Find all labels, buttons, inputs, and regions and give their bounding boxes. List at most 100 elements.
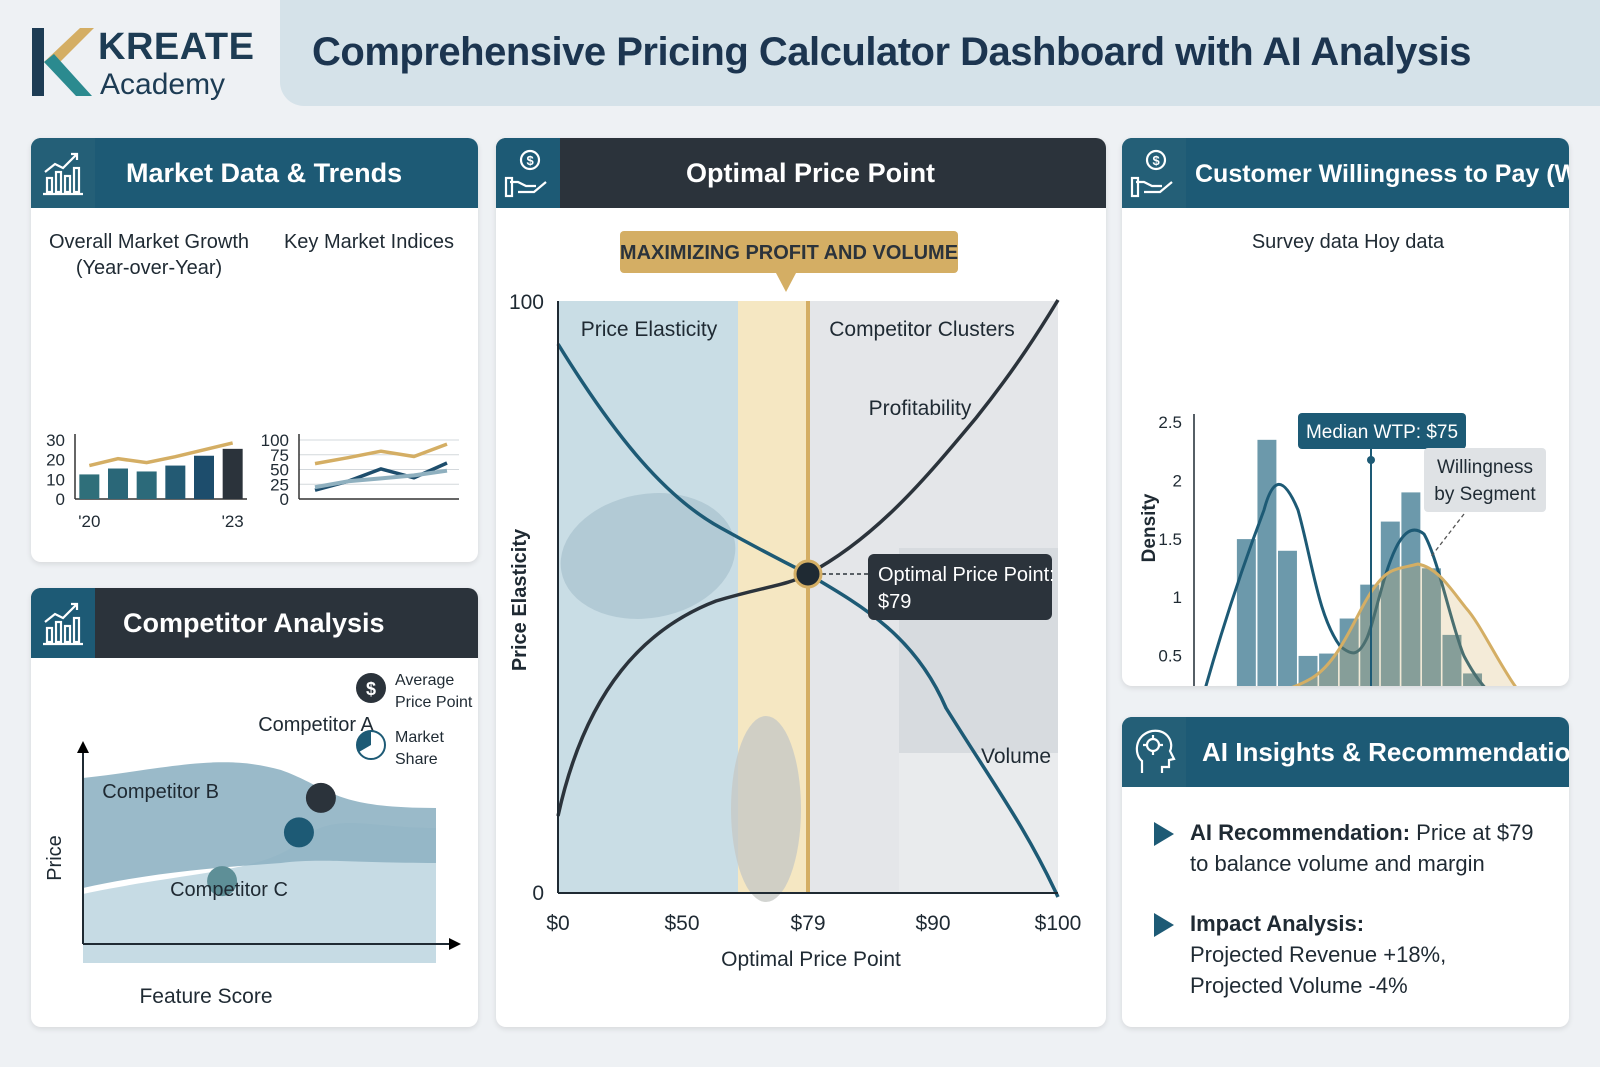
wtp-bar (1277, 550, 1298, 686)
k-logo-icon (32, 28, 94, 96)
growth-bar (222, 448, 243, 499)
indices-series-line (314, 468, 448, 490)
impact-analysis-label: Impact Analysis: (1190, 911, 1365, 936)
impact-analysis: Impact Analysis: Projected Revenue +18%,… (1190, 908, 1550, 1001)
wtp-card-title: Customer Willingness to Pay (WTP) (1195, 160, 1569, 188)
svg-text:$: $ (527, 153, 535, 168)
competitor-label: Competitor C (170, 879, 288, 901)
callout-label: Optimal Price Point: (878, 564, 1055, 586)
bar-chart-icon (43, 602, 83, 646)
optimal-card-title: Optimal Price Point (686, 158, 936, 188)
callout-box (868, 554, 1052, 620)
indices-chart-title: Key Market Indices (284, 231, 454, 253)
growth-x-tick: '20 (78, 512, 100, 531)
brand-sub: Academy (100, 68, 226, 101)
wtp-bimodal-curve (1204, 483, 1486, 686)
growth-bar (165, 465, 186, 499)
banner-pointer (776, 273, 796, 292)
impact-line-revenue: Projected Revenue +18%, (1190, 942, 1447, 967)
legend-label: Market (395, 729, 444, 746)
growth-y-tick: 30 (46, 431, 65, 450)
competitor-point (283, 817, 314, 848)
indices-y-tick: 25 (270, 475, 289, 494)
segment-label: by Segment (1434, 484, 1536, 505)
ai-insights-card: AI Insights & Recommendations AI Recomme… (1122, 717, 1569, 1027)
wtp-bar (1256, 439, 1277, 686)
competitor-x-label: Feature Score (139, 985, 272, 1008)
growth-y-tick: 10 (46, 470, 65, 489)
competitor-point (305, 782, 336, 813)
banner-box (620, 231, 958, 273)
ai-card-header: AI Insights & Recommendations (1122, 717, 1569, 787)
wtp-card: $ Customer Willingness to Pay (WTP) Surv… (1122, 138, 1569, 686)
legend-label: Share (395, 751, 438, 768)
growth-y-tick: 20 (46, 451, 65, 470)
header-band (280, 0, 1600, 106)
competitor-card-title: Competitor Analysis (123, 608, 385, 638)
optimal-card-header: $ Optimal Price Point (496, 138, 1106, 208)
segment-label: Willingness (1437, 457, 1533, 478)
competitor-card: Competitor Analysis Feature Score Price Co… (31, 588, 478, 1027)
profitability-label: Profitability (869, 397, 972, 420)
banner-text: MAXIMIZING PROFIT AND VOLUME (620, 242, 958, 264)
competitor-label: Competitor A (258, 714, 374, 736)
wtp-y-tick: 0.5 (1158, 647, 1182, 666)
growth-trend-line (88, 441, 234, 468)
brand-logo: KREATE Academy (30, 22, 270, 102)
optimal-x-tick: $0 (546, 912, 569, 935)
bar-chart-icon (43, 152, 83, 196)
wtp-y-tick: 1.5 (1158, 530, 1182, 549)
brand-name: KREATE (98, 26, 255, 68)
wtp-bar (1441, 634, 1463, 686)
segment-label-box (1424, 448, 1546, 512)
optimal-point-marker (793, 559, 823, 589)
brain-head-icon (1135, 729, 1176, 773)
optimal-price-chart: 100 0$0 $50 $79 $90 $100 Optimal Price Point Pr… (509, 231, 1082, 971)
wtp-card-header: $ Customer Willingness to Pay (WTP) (1122, 138, 1569, 208)
volume-label: Volume (981, 745, 1051, 768)
wtp-bar (1318, 652, 1339, 686)
wtp-bar (1400, 491, 1421, 686)
optimal-y-tick: 0 (532, 882, 544, 905)
page-title: Comprehensive Pricing Calculator Dashboa… (312, 30, 1471, 74)
growth-bar (194, 455, 214, 499)
elasticity-cluster (560, 493, 736, 619)
optimal-x-tick: $90 (915, 912, 950, 935)
optimal-x-label: Optimal Price Point (721, 948, 901, 971)
growth-y-tick: 0 (56, 490, 65, 509)
ai-card-title: AI Insights & Recommendations (1202, 737, 1569, 767)
ai-recommendation: AI Recommendation: Price at $79 to balan… (1190, 817, 1550, 879)
competitor-region-label: Competitor Clusters (829, 318, 1015, 341)
optimal-price-card: $ Optimal Price Point 100 0 $0 $50 $79 $90 $10… (496, 138, 1106, 1027)
growth-bar (79, 474, 100, 499)
wtp-subtitle: Survey data Hoy data (1252, 231, 1445, 253)
wtp-y-label: Density (1139, 493, 1160, 562)
growth-bar (108, 468, 128, 499)
price-cluster (731, 716, 801, 902)
indices-y-tick: 0 (280, 490, 289, 509)
market-card-header: Market Data & Trends (31, 138, 478, 208)
wtp-y-tick: 2.5 (1158, 413, 1182, 432)
optimal-x-tick: $100 (1035, 912, 1082, 935)
play-bullet-icon (1154, 913, 1174, 937)
segment-leader (1429, 513, 1465, 559)
ai-recommendation-text: Price at $79 to balance volume and margi… (1190, 820, 1534, 876)
wtp-y-tick: 2 (1173, 471, 1182, 490)
wtp-chart: Survey data Hoy data00.511.522.5$10$25$5… (1139, 231, 1546, 686)
growth-chart-title: Overall Market Growth (49, 231, 249, 253)
competitor-label: Competitor B (102, 781, 219, 803)
competitor-chart: Feature Score Price Competitor A Competitor… (44, 672, 473, 1008)
growth-chart-subtitle: (Year-over-Year) (76, 257, 222, 279)
dollar-legend-glyph: $ (366, 679, 376, 699)
competitor-x-arrow (449, 938, 461, 950)
competitor-card-header: Competitor Analysis (31, 588, 478, 658)
pie-legend-slice (357, 731, 371, 752)
callout-value: $79 (878, 591, 911, 613)
median-dot (1367, 456, 1375, 464)
hand-coin-icon: $ (1130, 149, 1173, 198)
optimal-y-tick: 100 (509, 291, 544, 314)
legend-label: Average (395, 672, 454, 689)
indices-y-tick: 100 (261, 431, 289, 450)
market-data-card: Market Data & Trends Overall Market Grow… (31, 138, 478, 562)
market-card-title: Market Data & Trends (126, 158, 403, 188)
